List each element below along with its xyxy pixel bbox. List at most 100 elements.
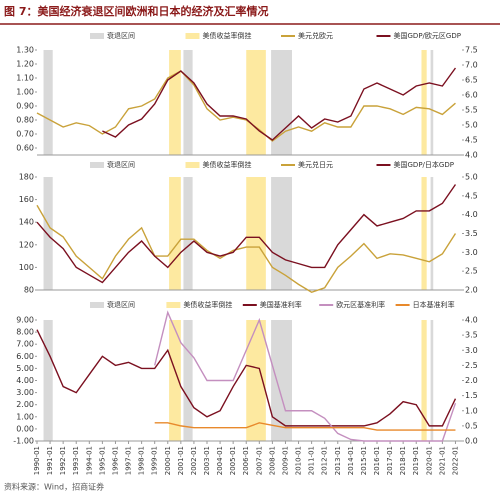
y-tick-label: 8.00 <box>16 328 34 337</box>
y2-tick-label: 0.5 <box>465 421 478 430</box>
series-line <box>36 184 457 284</box>
band <box>43 50 53 155</box>
band <box>183 320 193 441</box>
x-tick-label: 2000-01 <box>164 446 172 475</box>
y-tick-label: 3.00 <box>16 388 34 397</box>
y2-tick-label: 3.0 <box>465 248 478 257</box>
y-tick-label: 160 <box>19 195 34 204</box>
band <box>43 320 53 441</box>
y-tick-label: 9.00 <box>16 316 34 325</box>
x-tick-label: 2010-01 <box>295 446 303 475</box>
x-tick-label: 2012-01 <box>321 446 329 475</box>
y-tick-label: 0.70 <box>16 130 34 139</box>
band <box>430 50 434 155</box>
legend-swatch <box>166 302 181 308</box>
x-tick-label: 2020-01 <box>425 446 433 475</box>
x-tick-label: 2007-01 <box>255 446 263 475</box>
x-tick-label: 1999-01 <box>151 446 159 475</box>
band <box>421 177 427 290</box>
y-tick-label: 6.00 <box>16 352 34 361</box>
series-line <box>36 204 457 294</box>
y-tick-label: 1.20 <box>16 60 34 69</box>
band <box>246 320 266 441</box>
y-tick-label: 0.80 <box>16 116 34 125</box>
series-line <box>36 70 456 142</box>
x-tick-label: 2014-01 <box>347 446 355 475</box>
y-tick-label: 2.00 <box>16 400 34 409</box>
legend-label: 欧元区基准利率 <box>336 300 385 309</box>
legend-swatch <box>90 33 104 39</box>
source: 资料来源：Wind，招商证券 <box>4 482 104 492</box>
legend-label: 衰退区间 <box>107 160 135 169</box>
y2-tick-label: 5.5 <box>465 106 478 115</box>
y2-tick-label: 5.0 <box>465 121 478 130</box>
x-tick-label: 2018-01 <box>399 446 407 475</box>
band <box>430 320 434 441</box>
band <box>246 177 266 290</box>
y2-tick-label: 3.5 <box>465 229 478 238</box>
x-tick-label: 1993-01 <box>72 446 80 475</box>
y-tick-label: 80 <box>24 286 34 295</box>
y-tick-label: 1.00 <box>16 88 34 97</box>
y2-tick-label: 4.5 <box>465 136 478 145</box>
y2-tick-label: 2.5 <box>465 361 478 370</box>
x-tick-label: 2004-01 <box>216 446 224 475</box>
legend-label: 美元兑日元 <box>298 160 333 169</box>
y-tick-label: 1.10 <box>16 74 34 83</box>
band <box>183 50 193 155</box>
x-tick-label: 2019-01 <box>412 446 420 475</box>
x-tick-label: 1997-01 <box>125 446 133 475</box>
legend-label: 美国GDP/欧元区GDP <box>394 31 461 40</box>
y-tick-label: 120 <box>19 240 34 249</box>
x-tick-label: 2002-01 <box>190 446 198 475</box>
y-tick-label: 100 <box>19 263 34 272</box>
legend-swatch <box>90 162 104 168</box>
y2-tick-label: 1.5 <box>465 391 478 400</box>
band <box>169 50 181 155</box>
y2-tick-label: 2.0 <box>465 376 478 385</box>
legend-label: 衰退区间 <box>107 300 135 309</box>
legend-label: 美国基准利率 <box>260 300 302 309</box>
band <box>271 50 292 155</box>
y2-tick-label: 2.0 <box>465 286 478 295</box>
x-tick-label: 1991-01 <box>46 446 54 475</box>
y-tick-label: 7.00 <box>16 340 34 349</box>
band <box>421 320 427 441</box>
series-line <box>36 329 457 427</box>
x-tick-label: 1992-01 <box>59 446 67 475</box>
y2-tick-label: 3.5 <box>465 331 478 340</box>
band <box>43 177 53 290</box>
x-tick-label: 2017-01 <box>386 446 394 475</box>
x-tick-label: 2021-01 <box>438 446 446 475</box>
x-tick-label: 2016-01 <box>373 446 381 475</box>
y2-tick-label: 3.0 <box>465 346 478 355</box>
y-tick-label: 1.00 <box>16 412 34 421</box>
y-tick-label: 0.60 <box>16 144 34 153</box>
legend-label: 美债收益率倒挂 <box>203 160 252 169</box>
y2-tick-label: 4.0 <box>465 151 478 160</box>
y2-tick-label: 4.5 <box>465 191 478 200</box>
x-tick-label: 2001-01 <box>177 446 185 475</box>
y-tick-label: 140 <box>19 218 34 227</box>
y2-tick-label: 4.0 <box>465 316 478 325</box>
series-line <box>154 422 456 431</box>
y2-tick-label: 6.0 <box>465 91 478 100</box>
y-tick-label: 5.00 <box>16 364 34 373</box>
y-tick-label: 0.90 <box>16 102 34 111</box>
x-tick-label: 2006-01 <box>242 446 250 475</box>
x-tick-label: 1996-01 <box>111 446 119 475</box>
legend-swatch <box>185 162 200 168</box>
y-tick-label: 0.00 <box>16 424 34 433</box>
legend-label: 美国GDP/日本GDP <box>394 160 454 169</box>
y2-tick-label: 0.0 <box>465 437 478 446</box>
figure-title: 图 7：美国经济衰退区间欧洲和日本的经济及汇率情况 <box>4 4 268 18</box>
band <box>183 177 193 290</box>
band <box>169 320 181 441</box>
y-tick-label: 1.30 <box>16 46 34 55</box>
x-tick-label: 2005-01 <box>229 446 237 475</box>
series-line <box>154 310 457 442</box>
y2-tick-label: 7.5 <box>465 46 478 55</box>
x-tick-label: 2009-01 <box>281 446 289 475</box>
x-tick-label: 2003-01 <box>203 446 211 475</box>
